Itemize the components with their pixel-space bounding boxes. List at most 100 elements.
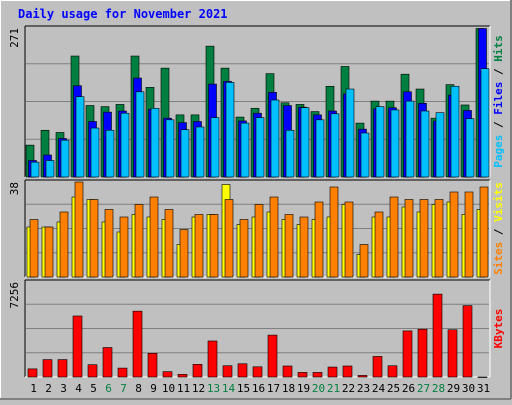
bar-kbytes-day-5 — [87, 364, 98, 378]
day-label: 7 — [120, 382, 127, 395]
day-label: 22 — [342, 382, 355, 395]
bar-pages-day-7 — [120, 112, 130, 178]
day-label: 23 — [357, 382, 370, 395]
day-label: 12 — [192, 382, 205, 395]
bar-kbytes-day-16 — [252, 366, 263, 378]
day-label: 14 — [222, 382, 236, 395]
bar-sites-day-18 — [284, 214, 294, 278]
bar-sites-day-31 — [479, 186, 489, 278]
bar-kbytes-day-14 — [222, 365, 233, 378]
bar-pages-day-24 — [375, 106, 385, 178]
bar-pages-day-5 — [90, 127, 100, 178]
panel-side-labels: Pages / Files / Hits — [492, 35, 505, 168]
side-label: Files — [492, 82, 505, 115]
side-label: Pages — [492, 135, 505, 168]
bar-pages-day-26 — [405, 100, 415, 178]
day-label: 17 — [267, 382, 280, 395]
bar-pages-day-15 — [240, 122, 250, 178]
panel-max-label: 38 — [8, 182, 21, 195]
bar-kbytes-day-10 — [162, 371, 173, 378]
day-label: 9 — [150, 382, 157, 395]
bar-sites-day-13 — [209, 214, 219, 278]
day-label: 28 — [432, 382, 445, 395]
side-label-separator: / — [492, 222, 505, 242]
bar-sites-day-20 — [314, 201, 324, 278]
panels-layer: 271 Pages / Files / Hits 38 Sites / Visits 7… — [8, 25, 505, 378]
chart-title: Daily usage for November 2021 — [18, 7, 228, 21]
bar-pages-day-17 — [270, 99, 280, 178]
bar-sites-day-25 — [389, 196, 399, 278]
bar-kbytes-day-22 — [342, 365, 353, 378]
bar-pages-day-19 — [300, 107, 310, 178]
day-label: 4 — [75, 382, 82, 395]
bar-kbytes-day-1 — [27, 368, 38, 378]
bar-kbytes-day-18 — [282, 365, 293, 378]
bar-pages-day-23 — [360, 132, 370, 178]
bar-kbytes-day-26 — [402, 330, 413, 378]
bar-pages-day-21 — [330, 113, 340, 178]
bar-sites-day-19 — [299, 216, 309, 278]
bar-kbytes-day-2 — [42, 359, 53, 378]
bar-pages-day-1 — [30, 161, 40, 178]
bar-kbytes-day-8 — [132, 310, 143, 378]
bar-sites-day-1 — [29, 219, 39, 278]
day-label: 13 — [207, 382, 220, 395]
day-label: 31 — [477, 382, 490, 395]
day-label: 2 — [45, 382, 52, 395]
day-label: 8 — [135, 382, 142, 395]
bar-kbytes-day-23 — [357, 375, 368, 378]
bar-pages-day-27 — [420, 110, 430, 178]
bar-sites-day-16 — [254, 204, 264, 278]
bar-pages-day-6 — [105, 129, 115, 178]
panel-visits-sites: 38 Sites / Visits — [8, 179, 505, 278]
bar-pages-day-14 — [225, 82, 235, 178]
day-label: 3 — [60, 382, 67, 395]
day-label: 20 — [312, 382, 325, 395]
bar-kbytes-day-15 — [237, 363, 248, 378]
bar-sites-day-24 — [374, 211, 384, 278]
bar-kbytes-day-27 — [417, 328, 428, 378]
bar-pages-day-9 — [150, 107, 160, 178]
bar-sites-day-30 — [464, 191, 474, 278]
panel-side-labels: Sites / Visits — [492, 182, 505, 275]
day-label: 30 — [462, 382, 475, 395]
side-label-separator: / — [492, 62, 505, 82]
bar-sites-day-5 — [89, 199, 99, 278]
bar-kbytes-day-9 — [147, 353, 158, 378]
panel-hits-files-pages: 271 Pages / Files / Hits — [8, 25, 505, 178]
bar-kbytes-day-19 — [297, 372, 308, 378]
bar-pages-day-8 — [135, 91, 145, 178]
bar-pages-day-3 — [60, 139, 70, 178]
side-label: Visits — [492, 182, 505, 222]
bar-sites-day-21 — [329, 186, 339, 278]
bar-kbytes-day-12 — [192, 364, 203, 378]
bar-kbytes-day-29 — [447, 329, 458, 378]
bar-pages-day-16 — [255, 117, 265, 178]
panel-max-label: 7256 — [8, 282, 21, 309]
bar-pages-day-29 — [450, 85, 460, 178]
bar-pages-day-20 — [315, 119, 325, 178]
day-label: 1 — [30, 382, 37, 395]
bar-sites-day-28 — [434, 199, 444, 278]
bar-pages-day-10 — [165, 119, 175, 178]
bar-sites-day-10 — [164, 209, 174, 278]
bar-sites-day-4 — [74, 181, 84, 278]
bar-pages-day-12 — [195, 126, 205, 178]
bar-kbytes-day-13 — [207, 340, 218, 378]
day-label: 29 — [447, 382, 460, 395]
day-label: 25 — [387, 382, 400, 395]
panel-kbytes: 7256 KBytes — [8, 279, 505, 378]
bar-kbytes-day-17 — [267, 334, 278, 378]
day-label: 10 — [162, 382, 175, 395]
bar-sites-day-27 — [419, 199, 429, 278]
bar-kbytes-day-24 — [372, 356, 383, 378]
day-labels-layer: 1 2 3 4 5 6 7 8 9 10 11 12 13 14 15 16 17 18 19 20 21 22 23 24 2… — [30, 382, 490, 395]
bar-sites-day-7 — [119, 216, 129, 278]
bar-sites-day-6 — [104, 209, 114, 278]
side-label: KBytes — [492, 309, 505, 349]
side-label: Hits — [492, 35, 505, 62]
bar-kbytes-day-31 — [477, 376, 488, 378]
day-label: 21 — [327, 382, 340, 395]
